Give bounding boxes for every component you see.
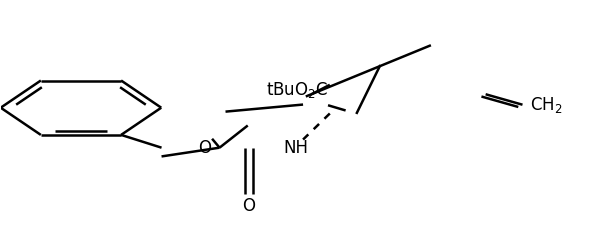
Text: tBuO$_2$C: tBuO$_2$C	[266, 80, 328, 99]
Text: O: O	[243, 197, 256, 215]
Text: CH$_2$: CH$_2$	[530, 95, 563, 115]
Text: NH: NH	[284, 139, 308, 157]
Text: O: O	[198, 139, 211, 157]
